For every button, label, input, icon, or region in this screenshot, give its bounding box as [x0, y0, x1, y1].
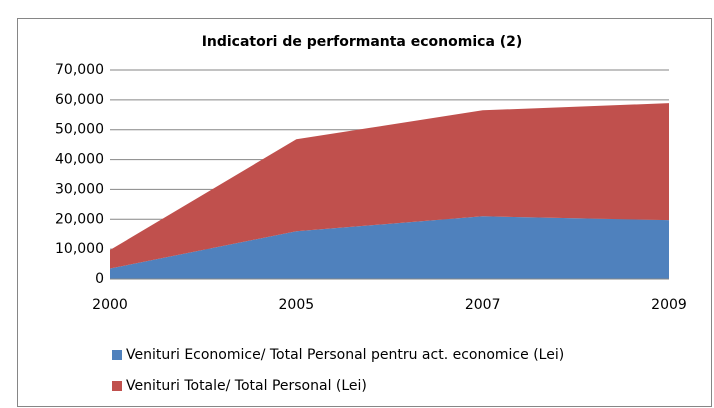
y-tick-label: 60,000 [55, 92, 104, 108]
x-tick-label: 2007 [465, 297, 501, 313]
legend-label: Venituri Totale/ Total Personal (Lei) [126, 378, 367, 394]
legend-swatch [112, 350, 122, 360]
y-tick-label: 10,000 [55, 241, 104, 257]
x-tick-label: 2005 [279, 297, 315, 313]
y-tick-label: 50,000 [55, 122, 104, 138]
chart-title: Indicatori de performanta economica (2) [202, 34, 523, 50]
area [110, 216, 669, 279]
y-tick-label: 0 [95, 271, 104, 287]
y-tick-label: 30,000 [55, 181, 104, 197]
x-tick-label: 2009 [651, 297, 687, 313]
legend-label: Venituri Economice/ Total Personal pentr… [126, 347, 564, 363]
y-tick-label: 20,000 [55, 211, 104, 227]
legend-swatch [112, 381, 122, 391]
y-tick-label: 70,000 [55, 62, 104, 78]
x-tick-label: 2000 [92, 297, 128, 313]
y-tick-label: 40,000 [55, 152, 104, 168]
area [110, 103, 669, 269]
